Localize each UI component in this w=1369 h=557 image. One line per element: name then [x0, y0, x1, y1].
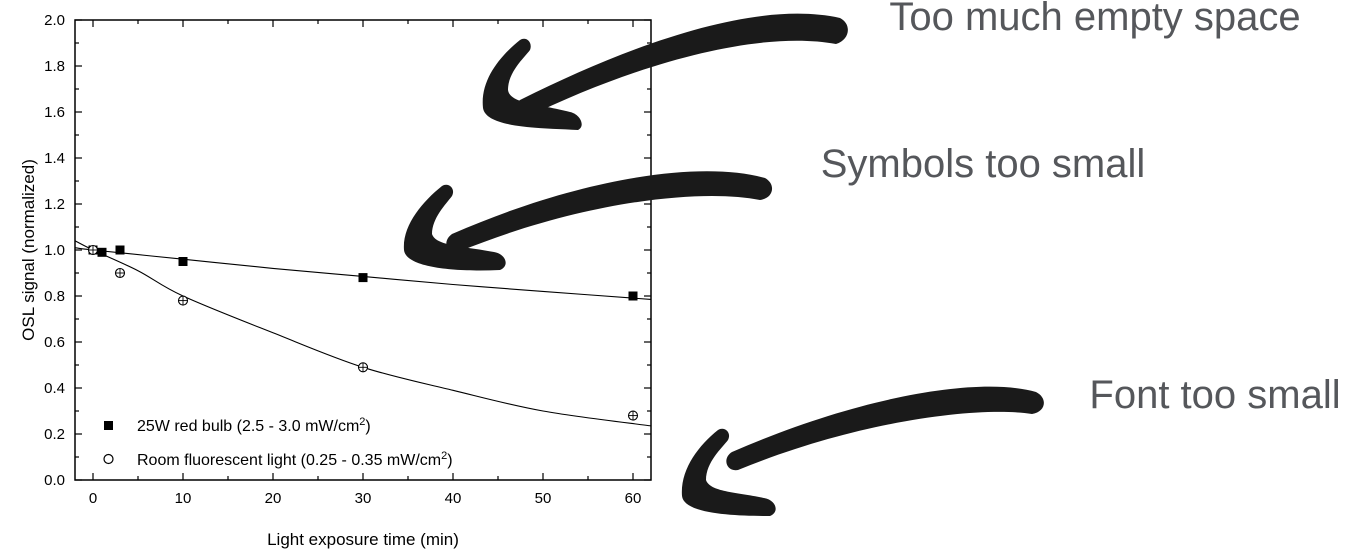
x-tick-label: 0 — [89, 490, 97, 507]
axis-ticks — [75, 19, 651, 481]
annotation-font: Font too small — [1089, 373, 1340, 417]
y-tick-label: 0.0 — [44, 472, 65, 489]
y-tick-label: 0.6 — [44, 334, 65, 351]
arrow-symbols — [403, 171, 773, 271]
y-tick-labels: 0.0 0.2 0.4 0.6 0.8 1.0 1.2 1.4 1.6 1.8 2.0 — [44, 12, 65, 489]
fit-curve-fluorescent — [74, 240, 652, 427]
y-axis-label: OSL signal (normalized) — [19, 159, 38, 341]
x-tick-label: 60 — [625, 490, 642, 507]
arrow-font — [681, 386, 1044, 516]
data-point-red-bulb — [97, 247, 107, 257]
data-point-red-bulb — [628, 291, 638, 301]
data-point-red-bulb — [358, 273, 368, 283]
legend: 25W red bulb (2.5 - 3.0 mW/cm2) Room flu… — [103, 416, 453, 469]
fit-curves — [74, 240, 652, 427]
y-tick-label: 0.2 — [44, 426, 65, 443]
x-tick-label: 20 — [265, 490, 282, 507]
y-tick-label: 2.0 — [44, 12, 65, 29]
fit-curve-red-bulb — [74, 247, 652, 300]
annotation-symbols: Symbols too small — [821, 142, 1146, 186]
y-tick-label: 1.6 — [44, 104, 65, 121]
x-axis-label: Light exposure time (min) — [267, 530, 459, 549]
legend-marker-fluorescent — [103, 453, 114, 465]
y-tick-label: 1.4 — [44, 150, 65, 167]
data-point-red-bulb — [178, 257, 188, 266]
data-point-red-bulb — [115, 245, 125, 255]
data-markers — [87, 244, 639, 421]
legend-label-red-bulb: 25W red bulb (2.5 - 3.0 mW/cm2) — [137, 416, 371, 435]
x-tick-label: 30 — [355, 490, 372, 507]
y-tick-label: 1.2 — [44, 196, 65, 213]
y-tick-label: 1.0 — [44, 242, 65, 259]
x-tick-label: 50 — [535, 490, 552, 507]
annotation-empty-space: Too much empty space — [889, 0, 1300, 39]
arrow-empty-space — [482, 13, 848, 130]
y-tick-label: 0.4 — [44, 380, 65, 397]
x-tick-label: 10 — [175, 490, 192, 507]
x-tick-labels: 0 10 20 30 40 50 60 — [89, 490, 642, 507]
y-tick-label: 0.8 — [44, 288, 65, 305]
x-tick-label: 40 — [445, 490, 462, 507]
legend-label-fluorescent: Room fluorescent light (0.25 - 0.35 mW/c… — [137, 450, 453, 469]
legend-marker-red-bulb — [104, 421, 113, 430]
y-tick-label: 1.8 — [44, 58, 65, 75]
